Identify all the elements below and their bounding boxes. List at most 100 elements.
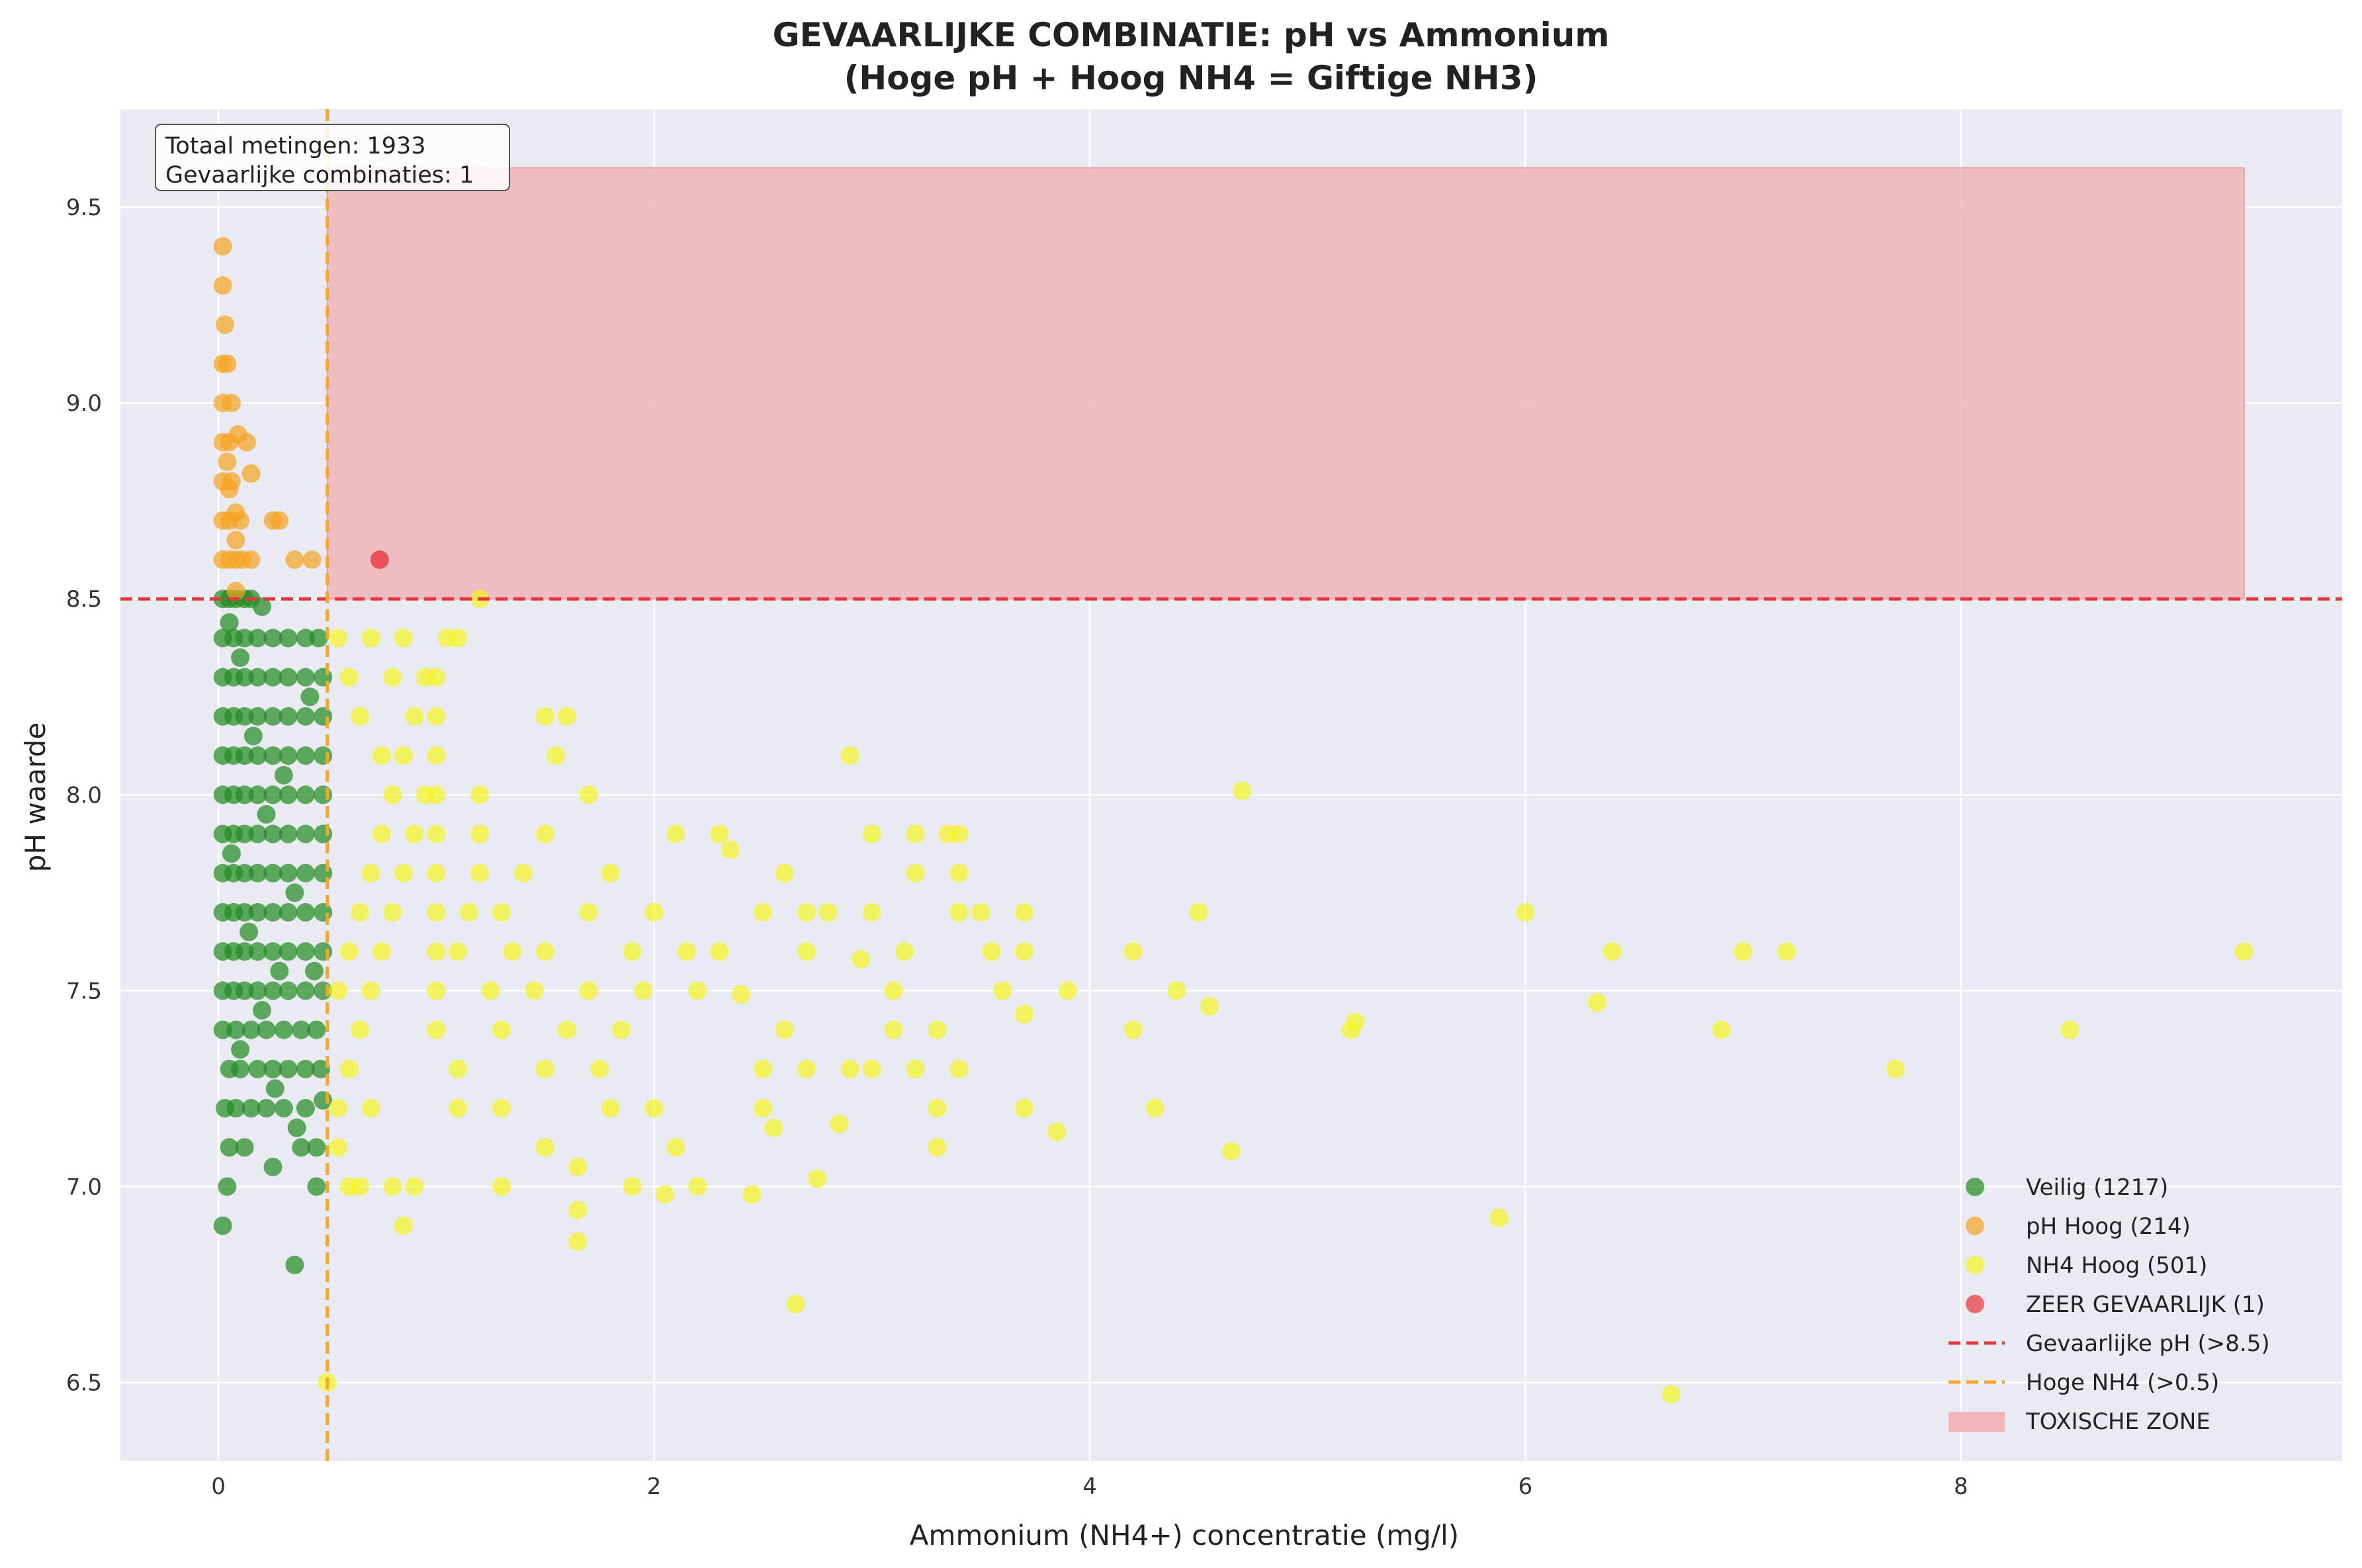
y-tick-label: 7.0 <box>66 1174 102 1200</box>
data-point <box>235 668 254 687</box>
data-point <box>213 1216 232 1235</box>
data-point <box>248 707 267 726</box>
data-point <box>721 840 740 859</box>
data-point <box>329 1138 348 1157</box>
data-point <box>840 746 859 765</box>
data-point <box>279 863 298 883</box>
data-point <box>305 961 324 980</box>
data-point <box>296 668 315 687</box>
data-point <box>656 1185 675 1204</box>
data-point <box>248 824 267 844</box>
data-point <box>535 1059 554 1078</box>
data-point <box>296 785 315 805</box>
data-point <box>492 1020 511 1039</box>
data-point <box>235 1138 254 1157</box>
data-point <box>928 1020 947 1039</box>
data-point <box>263 824 283 844</box>
data-point <box>949 824 969 844</box>
data-point <box>612 1020 631 1039</box>
data-point <box>279 981 298 1000</box>
data-point <box>503 942 522 961</box>
data-point <box>492 902 511 922</box>
data-points <box>213 237 2253 1404</box>
data-point <box>263 1157 283 1176</box>
data-point <box>279 668 298 687</box>
data-point <box>241 550 261 569</box>
x-tick-label: 6 <box>1518 1473 1533 1500</box>
data-point <box>808 1169 827 1188</box>
data-point <box>218 1177 237 1196</box>
data-point <box>1516 902 1535 922</box>
data-point <box>775 1020 795 1039</box>
data-point <box>216 315 235 334</box>
data-point <box>235 785 254 805</box>
data-point <box>754 1059 773 1078</box>
data-point <box>263 902 283 922</box>
data-point <box>248 668 267 687</box>
data-point <box>1015 902 1034 922</box>
data-point <box>263 863 283 883</box>
data-point <box>235 942 254 961</box>
legend-label-zeer-gevaarlijk: ZEER GEVAARLIJK (1) <box>2026 1291 2265 1318</box>
data-point <box>270 511 289 530</box>
x-tick-label: 2 <box>647 1473 662 1500</box>
data-point <box>265 1079 284 1098</box>
data-point <box>405 824 424 844</box>
data-point <box>339 1059 359 1078</box>
data-point <box>257 1020 276 1039</box>
data-point <box>427 707 446 726</box>
data-point <box>383 668 402 687</box>
data-point <box>372 824 392 844</box>
data-point <box>764 1118 783 1137</box>
data-point <box>884 1020 903 1039</box>
data-point <box>314 668 333 687</box>
data-point <box>579 902 598 922</box>
data-point <box>248 629 267 648</box>
data-point <box>535 942 554 961</box>
data-point <box>285 883 304 902</box>
data-point <box>895 942 914 961</box>
data-point <box>1123 942 1143 961</box>
data-point <box>394 629 413 648</box>
y-tick-label: 9.0 <box>66 390 102 417</box>
data-point <box>241 1099 261 1118</box>
data-point <box>235 981 254 1000</box>
data-point <box>287 1118 306 1137</box>
data-point <box>263 785 283 805</box>
data-point <box>361 981 380 1000</box>
data-point <box>263 707 283 726</box>
data-point <box>754 1099 773 1118</box>
data-point <box>218 452 237 471</box>
data-point <box>928 1099 947 1118</box>
data-point <box>314 902 333 922</box>
data-point <box>732 985 751 1004</box>
data-point <box>862 902 881 922</box>
data-point <box>579 981 598 1000</box>
data-point <box>710 942 729 961</box>
data-point <box>231 1040 250 1059</box>
data-point <box>1588 993 1607 1012</box>
data-point <box>906 1059 925 1078</box>
data-point <box>274 1020 293 1039</box>
data-point <box>644 902 664 922</box>
y-tick-label: 7.5 <box>66 978 102 1004</box>
data-point <box>222 844 241 863</box>
data-point <box>742 1185 762 1204</box>
data-point <box>449 1059 468 1078</box>
data-point <box>862 1059 881 1078</box>
data-point <box>459 902 478 922</box>
data-point <box>840 1059 859 1078</box>
data-point <box>797 902 816 922</box>
data-point <box>361 629 380 648</box>
y-tick-label: 6.5 <box>66 1370 102 1397</box>
data-point <box>557 707 576 726</box>
series-3 <box>370 550 389 569</box>
data-point <box>235 707 254 726</box>
data-point <box>235 629 254 648</box>
data-point <box>248 863 267 883</box>
info-box-frame <box>155 124 510 191</box>
data-point <box>1346 1012 1365 1031</box>
data-point <box>279 707 298 726</box>
data-point <box>231 648 250 668</box>
